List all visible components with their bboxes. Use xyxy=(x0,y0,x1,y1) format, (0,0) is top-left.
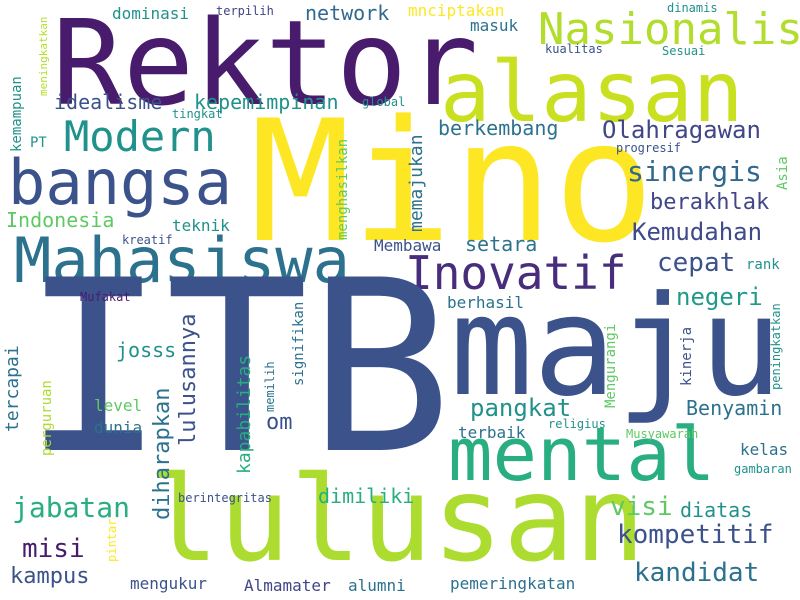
word-perguruan: perguruan xyxy=(39,380,55,456)
word-nasionalis: Nasionalis xyxy=(538,4,800,55)
word-modern: Modern xyxy=(64,112,216,161)
word-benyamin: Benyamin xyxy=(686,396,783,420)
word-mino: Mino xyxy=(250,84,655,280)
word-lulusan: lulusan xyxy=(148,450,646,588)
word-alumni: alumni xyxy=(348,576,406,595)
word-maju: maju xyxy=(450,266,783,427)
word-sesuai: Sesuai xyxy=(662,44,706,58)
word-om: om xyxy=(266,410,293,435)
word-masuk: masuk xyxy=(470,16,519,35)
word-berhasil: berhasil xyxy=(447,293,525,312)
word-tingkat: tingkat xyxy=(172,107,223,121)
word-terpilih: terpilih xyxy=(216,4,274,18)
word-gambaran: gambaran xyxy=(734,462,792,476)
word-jabatan: jabatan xyxy=(12,491,131,524)
word-kompetitif: kompetitif xyxy=(617,520,774,550)
word-dominasi: dominasi xyxy=(112,4,190,23)
word-indonesia: Indonesia xyxy=(6,208,115,232)
word-meningkatkan: meningkatkan xyxy=(37,16,50,96)
word-dunia: dunia xyxy=(94,418,143,437)
word-dimiliki: dimiliki xyxy=(318,484,415,508)
word-kemampuan: kemampuan xyxy=(9,76,25,152)
word-mental: mental xyxy=(448,412,716,498)
word-religius: religius xyxy=(548,417,606,431)
word-mnciptakan: mnciptakan xyxy=(408,1,505,20)
word-kemudahan: Kemudahan xyxy=(632,218,763,246)
word-kualitas: kualitas xyxy=(545,42,603,56)
word-sinergis: sinergis xyxy=(627,155,762,188)
word-agama: Agama xyxy=(346,428,395,447)
word-kampus: kampus xyxy=(10,564,90,589)
word-misi: misi xyxy=(22,534,85,564)
word-membawa: Membawa xyxy=(374,236,442,255)
word-mengukur: mengukur xyxy=(130,574,208,593)
word-kelas: kelas xyxy=(740,440,789,459)
word-tercapai: tercapai xyxy=(2,345,23,432)
word-menghasilkan: menghasilkan xyxy=(335,138,351,240)
word-pintar: pintar xyxy=(105,518,119,562)
word-lulusannya: lulusannya xyxy=(176,313,201,446)
word-memilih: memilih xyxy=(263,361,277,412)
word-inovatif: Inovatif xyxy=(405,246,627,300)
word-diatas: diatas xyxy=(680,498,753,522)
word-kandidat: kandidat xyxy=(634,558,760,588)
word-visi: visi xyxy=(610,492,673,522)
word-berintegritas: berintegritas xyxy=(178,491,272,505)
word-dinamis: dinamis xyxy=(667,1,718,15)
word-bangsa: bangsa xyxy=(8,146,232,219)
word-signifikan: signifikan xyxy=(291,301,307,386)
word-memajukan: memajukan xyxy=(406,134,427,232)
word-rektor: Rektor xyxy=(52,0,479,132)
word-alasan: alasan xyxy=(440,43,744,141)
word-pangkat: pangkat xyxy=(470,394,572,422)
word-josss: josss xyxy=(116,338,177,362)
word-pemeringkatan: pemeringkatan xyxy=(450,574,576,593)
word-kapabilitas: kapabilitas xyxy=(234,354,255,474)
word-mufakat: Mufakat xyxy=(80,290,131,304)
word-almamater: Almamater xyxy=(244,576,331,595)
word-global: global xyxy=(362,95,406,109)
word-olahragawan: Olahragawan xyxy=(602,116,761,144)
word-itb: ITB xyxy=(22,230,452,507)
word-diharapkan: diharapkan xyxy=(150,387,175,520)
word-negeri: negeri xyxy=(676,283,763,311)
word-berkembang: berkembang xyxy=(438,116,559,140)
word-pt: PT xyxy=(30,135,47,151)
word-mahasiswa: Mahasiswa xyxy=(14,224,350,297)
word-progresif: progresif xyxy=(616,141,682,155)
word-peningkatkan: peningkatkan xyxy=(769,303,783,390)
word-level: level xyxy=(94,396,143,415)
word-idealisme: idealisme xyxy=(54,90,163,114)
word-berakhlak: berakhlak xyxy=(650,190,770,215)
word-cepat: cepat xyxy=(657,248,736,278)
word-network: network xyxy=(305,1,390,25)
word-kinerja: kinerja xyxy=(679,326,695,386)
word-rank: rank xyxy=(746,257,780,273)
word-setara: setara xyxy=(465,232,538,256)
word-musyawarah: Musyawarah xyxy=(626,427,699,441)
word-terbaik: terbaik xyxy=(458,423,526,442)
word-kreatif: kreatif xyxy=(122,233,173,247)
word-mengurangi: Mengurangi xyxy=(603,323,619,408)
word-kepemimpinan: kepemimpinan xyxy=(194,90,339,114)
word-teknik: teknik xyxy=(172,216,230,235)
word-asia: Asia xyxy=(775,156,791,190)
